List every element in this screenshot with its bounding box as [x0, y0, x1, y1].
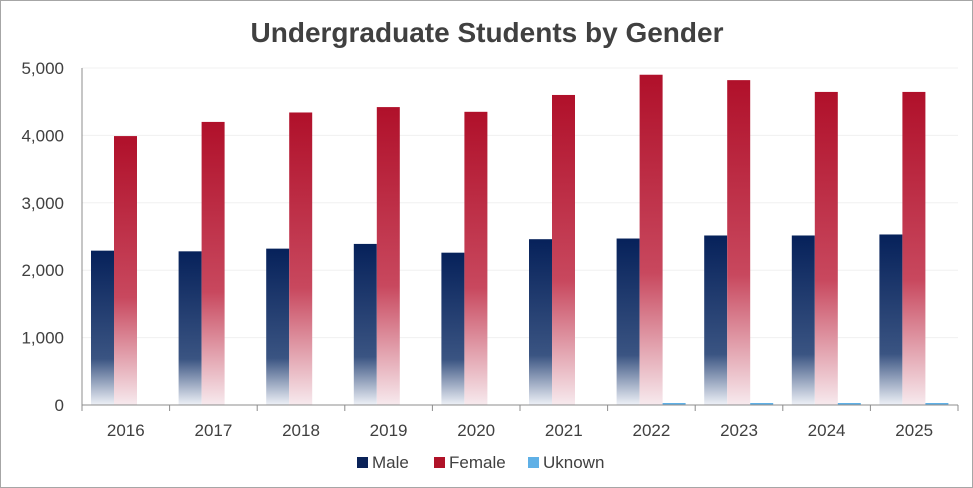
y-tick-label: 4,000 [21, 126, 64, 145]
bar-female-2019 [376, 107, 400, 405]
x-tick-label: 2019 [370, 421, 408, 440]
x-tick-label: 2016 [107, 421, 145, 440]
bar-female-2025 [902, 91, 926, 405]
bar-male-2021 [529, 239, 552, 405]
bar-female-2018 [289, 112, 313, 405]
x-tick-label: 2017 [194, 421, 232, 440]
y-tick-label: 2,000 [21, 261, 64, 280]
bar-male-2016 [91, 250, 114, 405]
legend-swatch-uknown [528, 457, 539, 468]
x-tick-label: 2024 [808, 421, 846, 440]
bar-uknown-2025 [925, 403, 949, 405]
x-tick-label: 2018 [282, 421, 320, 440]
x-tick-label: 2022 [632, 421, 670, 440]
bar-male-2022 [616, 238, 640, 405]
x-tick-label: 2023 [720, 421, 758, 440]
bar-male-2019 [353, 243, 377, 405]
legend-label-female: Female [449, 453, 506, 472]
y-tick-label: 1,000 [21, 329, 64, 348]
bar-female-2020 [464, 111, 488, 405]
bar-uknown-2024 [837, 403, 861, 405]
y-tick-label: 3,000 [21, 194, 64, 213]
bar-female-2023 [727, 80, 751, 405]
bar-female-2017 [201, 121, 225, 406]
legend-label-male: Male [372, 453, 409, 472]
bar-female-2016 [114, 136, 137, 405]
bar-male-2025 [879, 234, 903, 405]
bar-male-2018 [266, 248, 290, 405]
bar-male-2024 [791, 235, 815, 405]
legend: Male Female Uknown [357, 453, 604, 472]
x-tick-label: 2020 [457, 421, 495, 440]
chart-title: Undergraduate Students by Gender [251, 17, 724, 48]
bar-female-2024 [814, 91, 838, 405]
bar-male-2017 [178, 251, 202, 405]
x-tick-label: 2021 [545, 421, 583, 440]
bar-uknown-2022 [662, 403, 686, 405]
bar-female-2021 [552, 94, 575, 406]
bar-uknown-2023 [750, 403, 774, 405]
bar-male-2020 [441, 252, 465, 405]
legend-swatch-female [434, 457, 445, 468]
legend-label-uknown: Uknown [543, 453, 604, 472]
y-tick-label: 0 [55, 396, 64, 415]
bar-female-2022 [639, 74, 663, 406]
bar-male-2023 [704, 235, 728, 405]
y-tick-label: 5,000 [21, 59, 64, 78]
legend-swatch-male [357, 457, 368, 468]
x-tick-label: 2025 [895, 421, 933, 440]
